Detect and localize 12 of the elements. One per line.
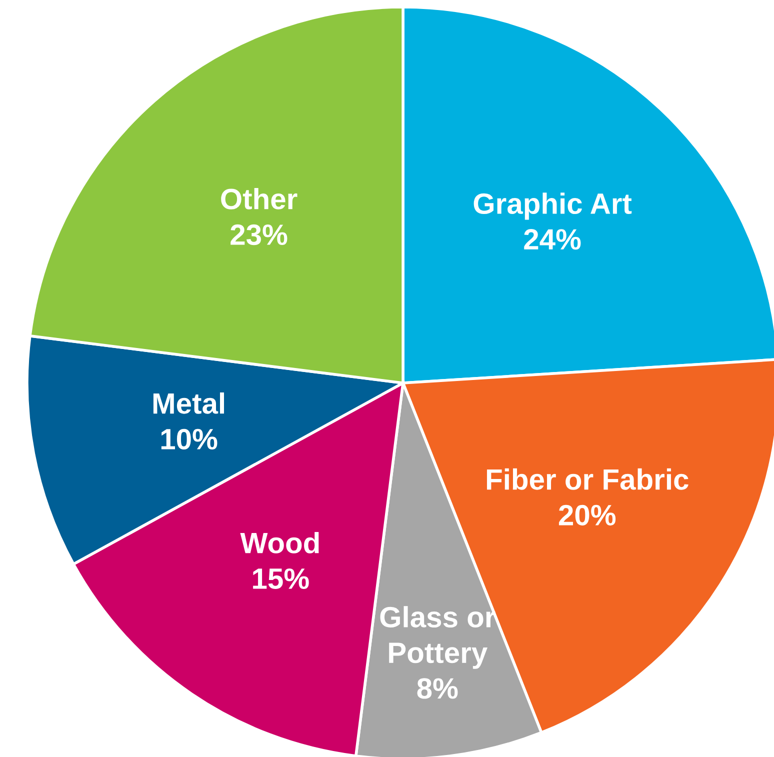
- data-label: 24%: [524, 229, 581, 250]
- slice-label: Fiber or Fabric: [486, 468, 688, 490]
- slice-label: Other: [221, 188, 298, 210]
- slice-label: Graphic Art: [474, 192, 632, 220]
- data-label: 15%: [253, 568, 309, 590]
- slice-label: Glass or Pottery: [380, 606, 496, 669]
- data-label: 10%: [161, 428, 218, 450]
- slice-label: Wood: [240, 532, 319, 554]
- slice-label: Metal: [153, 392, 224, 414]
- data-label: 20%: [558, 504, 616, 526]
- data-label: 23%: [230, 224, 288, 246]
- data-label: 8%: [417, 678, 458, 699]
